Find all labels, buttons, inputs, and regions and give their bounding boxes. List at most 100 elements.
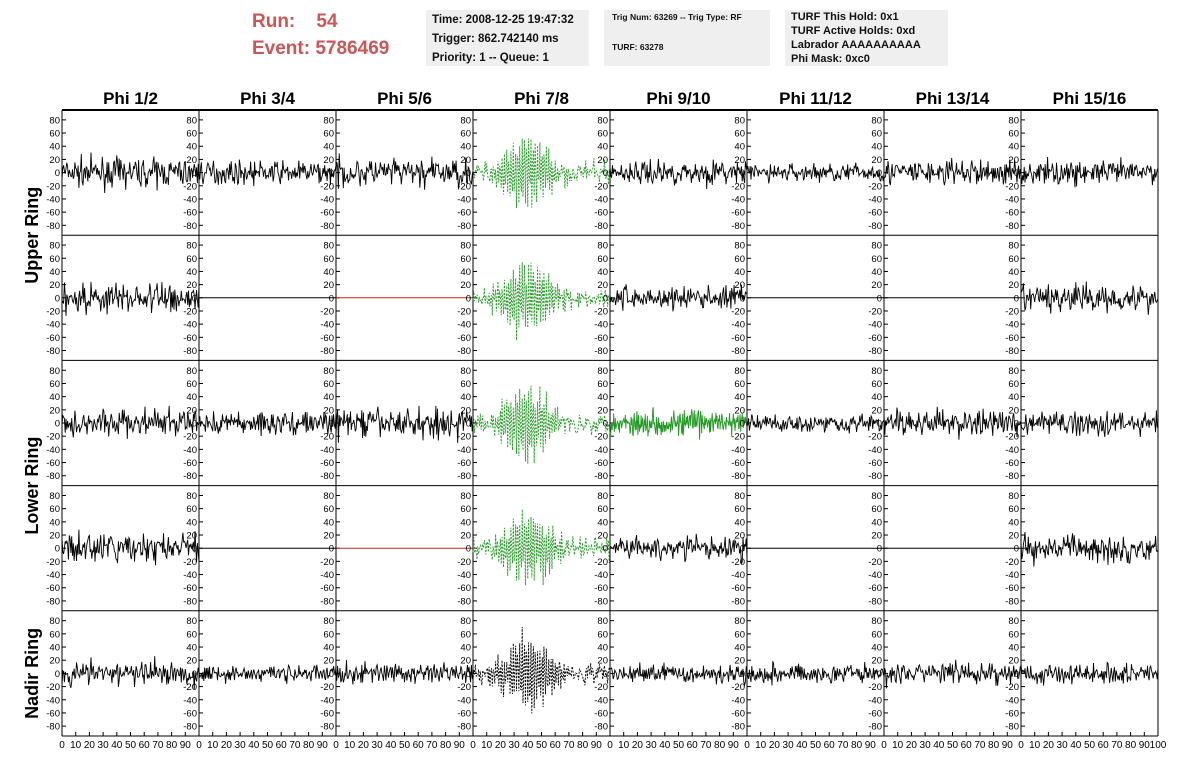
panel: 80 60 40 20 0 -20 -40 -60 -80	[320, 235, 473, 361]
panel: 80 60 40 20 0 -20 -40 -60 -80	[594, 235, 748, 361]
phi-mask-line: Phi Mask: 0xc0	[791, 53, 870, 65]
y-tick-label: -80	[46, 722, 60, 733]
column-header: Phi 15/16	[1053, 89, 1127, 108]
y-tick-label: -20	[594, 432, 608, 443]
y-tick-label: 80	[871, 241, 882, 252]
y-tick-label: -60	[183, 333, 197, 344]
waveform-trace	[1020, 410, 1159, 438]
labrador-line: Labrador AAAAAAAAAA	[791, 39, 921, 51]
y-tick-label: 0	[192, 293, 197, 304]
y-tick-label: 60	[1008, 254, 1019, 265]
y-tick-label: -40	[731, 445, 745, 456]
y-tick-label: 0	[192, 669, 197, 680]
x-tick-label: 30	[646, 740, 658, 751]
y-tick-label: 40	[323, 142, 334, 153]
x-tick-label: 70	[837, 740, 849, 751]
y-tick-label: -60	[731, 208, 745, 219]
x-tick-label: 10	[344, 740, 356, 751]
y-tick-label: -60	[46, 583, 60, 594]
y-tick-label: -60	[731, 333, 745, 344]
y-tick-label: 60	[871, 129, 882, 140]
y-tick-label: -80	[183, 221, 197, 232]
y-tick-label: -80	[1005, 471, 1019, 482]
waveform-trace	[61, 152, 200, 194]
y-tick-label: -60	[731, 458, 745, 469]
y-tick-label: 40	[734, 392, 745, 403]
y-tick-label: 80	[1008, 491, 1019, 502]
waveform-trace	[746, 162, 885, 184]
y-tick-label: -60	[320, 583, 334, 594]
waveform-trace	[1020, 531, 1159, 567]
x-tick-label: 40	[933, 740, 945, 751]
y-tick-label: -60	[457, 458, 471, 469]
y-tick-label: -60	[320, 208, 334, 219]
y-tick-label: 0	[192, 168, 197, 179]
y-tick-label: -40	[320, 695, 334, 706]
y-tick-label: 20	[597, 155, 608, 166]
y-tick-label: 0	[877, 293, 882, 304]
y-tick-label: 80	[460, 115, 471, 126]
x-tick-label: 30	[372, 740, 384, 751]
y-tick-label: -20	[183, 682, 197, 693]
panel: 80 60 40 20 0 -20 -40 -60 -80	[731, 110, 885, 236]
y-tick-label: 20	[49, 656, 60, 667]
y-tick-label: 40	[734, 267, 745, 278]
event-label: Event:	[252, 38, 311, 59]
y-tick-label: 80	[871, 491, 882, 502]
x-tick-label: 20	[1043, 740, 1055, 751]
x-tick-label: 0	[333, 740, 339, 751]
y-tick-label: 0	[740, 419, 745, 430]
x-tick-label: 0	[881, 740, 887, 751]
y-tick-label: -20	[457, 432, 471, 443]
y-tick-label: -60	[183, 708, 197, 719]
x-tick-label: 20	[221, 740, 233, 751]
y-tick-label: -40	[457, 570, 471, 581]
y-tick-label: -60	[457, 583, 471, 594]
y-tick-label: 60	[734, 629, 745, 640]
y-tick-label: 40	[49, 517, 60, 528]
y-tick-label: -20	[320, 181, 334, 192]
y-tick-label: 80	[871, 115, 882, 126]
panel: 80 60 40 20 0 -20 -40 -60 -80	[457, 485, 611, 612]
y-tick-label: -60	[457, 208, 471, 219]
waveform-trace	[61, 405, 200, 439]
y-tick-label: -20	[594, 306, 608, 317]
waveform-trace	[61, 656, 200, 690]
y-tick-label: 20	[323, 405, 334, 416]
x-tick-label: 60	[824, 740, 836, 751]
y-tick-label: 60	[597, 129, 608, 140]
y-tick-label: 0	[466, 544, 471, 555]
y-tick-label: 60	[49, 129, 60, 140]
y-tick-label: -20	[183, 557, 197, 568]
y-tick-label: 60	[597, 504, 608, 515]
x-tick-label: 40	[248, 740, 260, 751]
y-tick-label: 60	[323, 504, 334, 515]
y-tick-label: -80	[868, 346, 882, 357]
y-tick-label: -80	[868, 471, 882, 482]
y-tick-label: -80	[594, 471, 608, 482]
y-tick-label: -60	[457, 333, 471, 344]
y-tick-label: 20	[1008, 656, 1019, 667]
y-tick-label: 60	[186, 129, 197, 140]
y-tick-label: -80	[457, 221, 471, 232]
y-tick-label: 80	[323, 616, 334, 627]
waveform-trace	[746, 413, 885, 434]
x-tick-label: 50	[399, 740, 411, 751]
time-line: Time: 2008-12-25 19:47:32	[432, 14, 574, 26]
y-tick-label: -40	[868, 320, 882, 331]
y-tick-label: -40	[46, 445, 60, 456]
y-tick-label: 20	[460, 531, 471, 542]
y-tick-label: 60	[186, 504, 197, 515]
y-tick-label: 60	[460, 504, 471, 515]
y-tick-label: -80	[320, 596, 334, 607]
y-tick-label: -80	[731, 346, 745, 357]
y-tick-label: 40	[186, 517, 197, 528]
y-tick-label: -40	[46, 194, 60, 205]
x-tick-label: 20	[632, 740, 644, 751]
y-tick-label: -20	[183, 181, 197, 192]
row-label: Upper Ring	[22, 187, 42, 284]
y-tick-label: 40	[1008, 517, 1019, 528]
